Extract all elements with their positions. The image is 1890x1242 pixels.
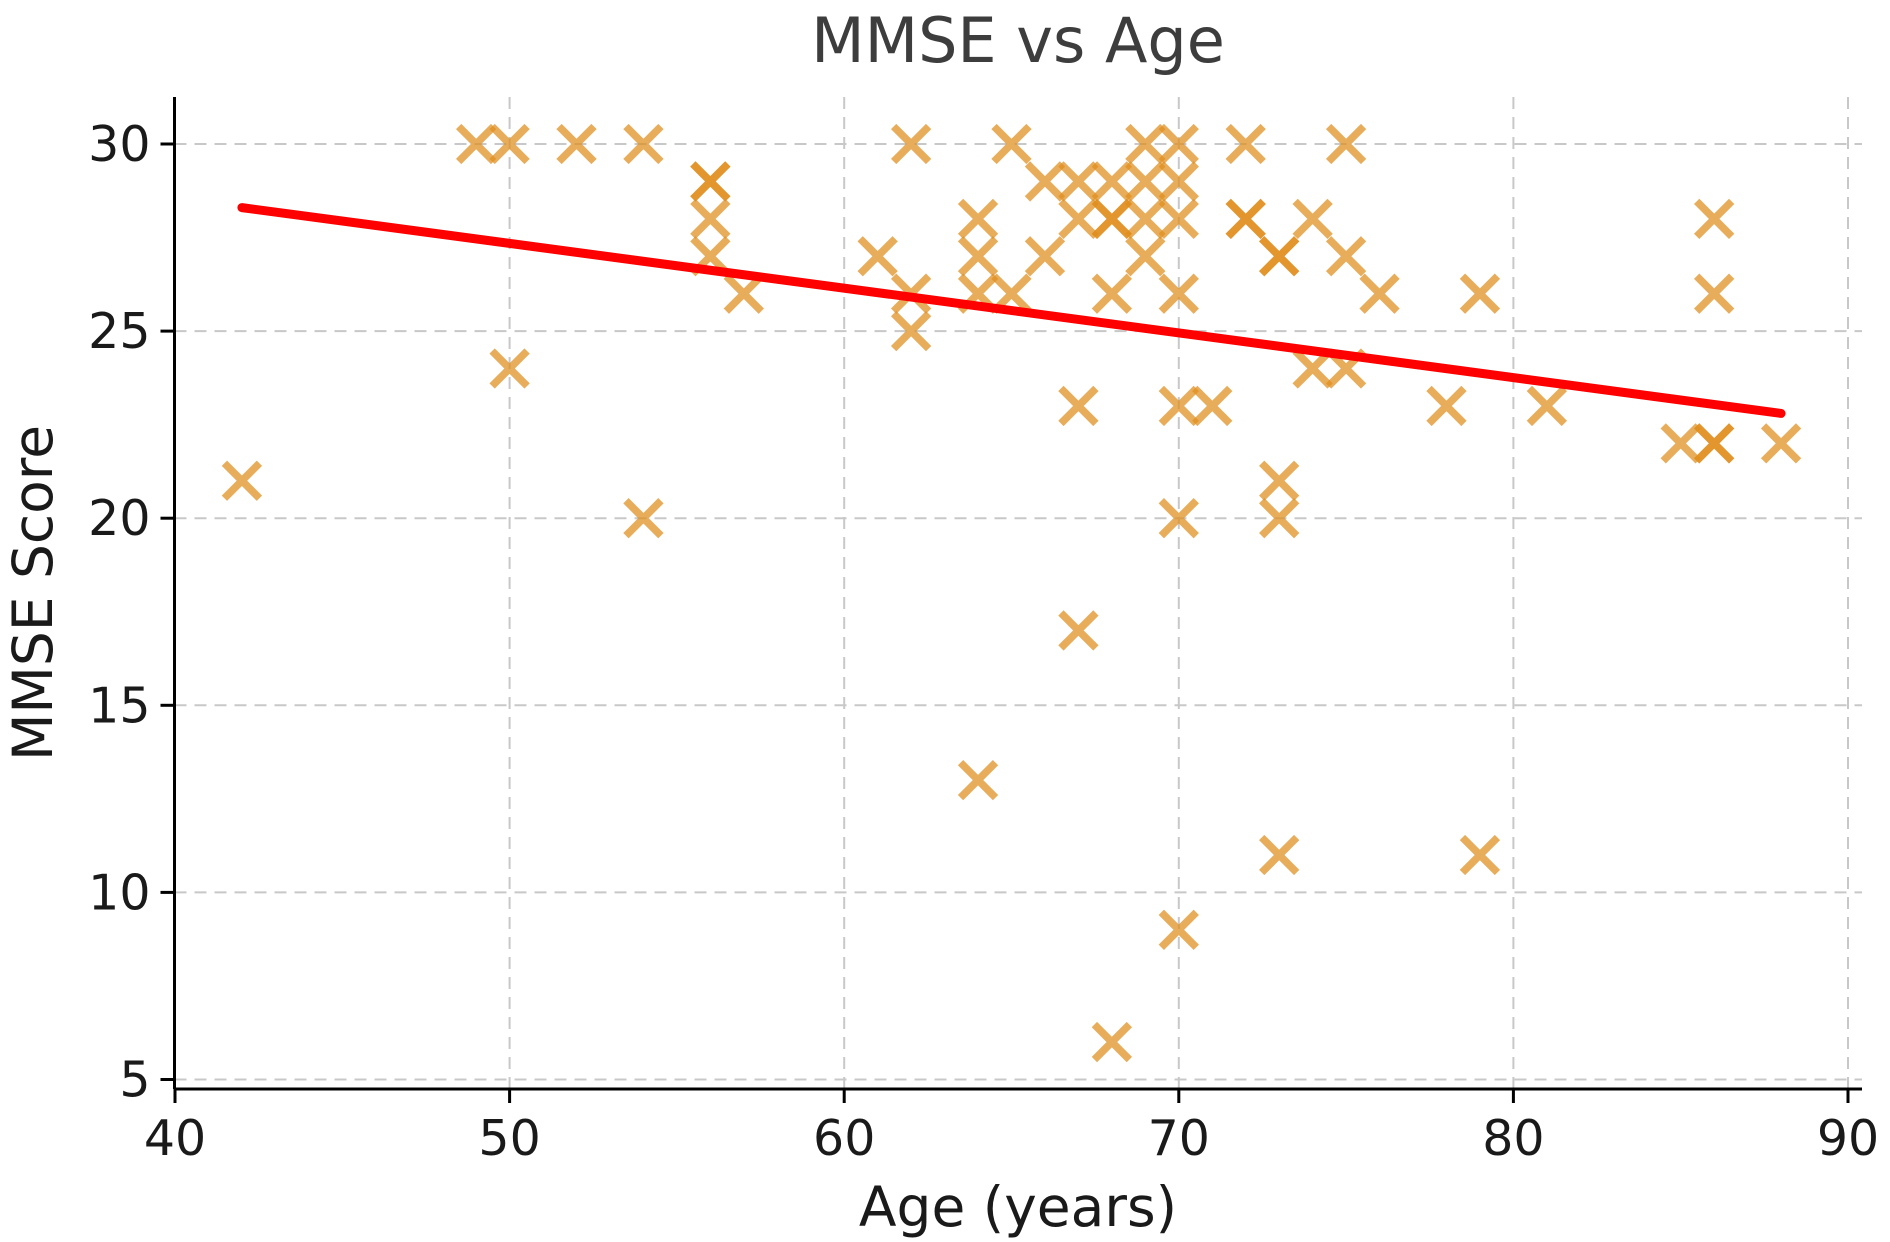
x-axis-label: Age (years) bbox=[859, 1175, 1177, 1239]
data-point-marker bbox=[1091, 273, 1133, 314]
data-point-marker bbox=[1158, 498, 1199, 539]
data-point-marker bbox=[1024, 236, 1066, 277]
data-point-marker bbox=[1125, 161, 1166, 202]
data-point-marker bbox=[1259, 498, 1300, 539]
data-point-marker bbox=[623, 123, 664, 165]
data-point-marker bbox=[1426, 385, 1467, 427]
data-point-marker bbox=[1058, 385, 1099, 427]
data-point-marker bbox=[221, 460, 263, 501]
x-tick-label: 40 bbox=[144, 1110, 206, 1167]
data-point-marker bbox=[957, 198, 999, 239]
data-point-marker bbox=[1526, 385, 1568, 427]
data-point-marker bbox=[1694, 423, 1735, 464]
data-point-marker bbox=[1325, 123, 1367, 165]
axis-ticks bbox=[160, 142, 1850, 1103]
data-point-marker bbox=[1125, 236, 1166, 277]
y-tick-label: 15 bbox=[88, 677, 150, 734]
data-point-marker bbox=[957, 759, 999, 801]
x-tick-label: 90 bbox=[1817, 1110, 1879, 1167]
regression-line bbox=[237, 203, 1786, 418]
x-tick-label: 80 bbox=[1482, 1110, 1544, 1167]
x-tick-label: 70 bbox=[1148, 1110, 1210, 1167]
y-tick-label: 10 bbox=[88, 864, 150, 921]
data-point-marker bbox=[1024, 161, 1066, 202]
y-axis-label: MMSE Score bbox=[1, 425, 65, 761]
data-point-marker bbox=[1359, 273, 1400, 314]
data-point-marker bbox=[1091, 198, 1133, 239]
data-point-marker bbox=[1459, 834, 1501, 876]
data-point-marker bbox=[489, 348, 530, 389]
data-point-marker bbox=[1292, 198, 1333, 239]
axes-spines bbox=[173, 97, 1862, 1091]
data-point-marker bbox=[1091, 1021, 1133, 1063]
data-point-marker bbox=[1259, 460, 1300, 501]
y-tick-label: 5 bbox=[119, 1052, 150, 1109]
data-point-marker bbox=[957, 236, 999, 277]
y-tick-label: 20 bbox=[88, 490, 150, 547]
data-point-marker bbox=[1158, 273, 1199, 314]
data-point-marker bbox=[1760, 423, 1802, 464]
data-point-marker bbox=[1225, 198, 1266, 239]
data-point-marker bbox=[1459, 273, 1501, 314]
gridlines bbox=[174, 97, 1862, 1089]
data-point-marker bbox=[1125, 123, 1166, 165]
trend-line bbox=[237, 203, 1786, 418]
data-point-marker bbox=[1259, 834, 1300, 876]
data-point-marker bbox=[690, 161, 731, 202]
data-point-marker bbox=[1325, 236, 1367, 277]
data-point-marker bbox=[1158, 123, 1199, 165]
data-point-marker bbox=[1259, 236, 1300, 277]
data-point-marker bbox=[556, 123, 597, 165]
data-point-marker bbox=[455, 123, 497, 165]
data-point-marker bbox=[1158, 909, 1199, 950]
data-point-marker bbox=[1125, 198, 1166, 239]
data-point-marker bbox=[690, 198, 731, 239]
data-point-marker bbox=[723, 273, 764, 314]
scatter-markers bbox=[221, 123, 1802, 1063]
data-point-marker bbox=[890, 123, 932, 165]
data-point-marker bbox=[1058, 198, 1099, 239]
data-point-marker bbox=[890, 310, 932, 352]
data-point-marker bbox=[1192, 385, 1233, 427]
chart-title: MMSE vs Age bbox=[811, 4, 1225, 77]
data-point-marker bbox=[1158, 161, 1199, 202]
data-point-marker bbox=[1225, 123, 1266, 165]
data-point-marker bbox=[623, 498, 664, 539]
data-point-marker bbox=[1091, 161, 1133, 202]
data-point-marker bbox=[857, 236, 898, 277]
data-point-marker bbox=[1660, 423, 1701, 464]
data-point-marker bbox=[991, 123, 1032, 165]
data-point-marker bbox=[1158, 385, 1199, 427]
data-point-marker bbox=[1058, 610, 1099, 651]
x-tick-label: 60 bbox=[813, 1110, 875, 1167]
data-point-marker bbox=[489, 123, 530, 165]
data-point-marker bbox=[1694, 198, 1735, 239]
data-point-marker bbox=[1058, 161, 1099, 202]
tick-labels: 40 50 60 70 80 90 5 10 15 20 25 30 bbox=[88, 116, 1879, 1167]
data-point-marker bbox=[1694, 273, 1735, 314]
y-tick-label: 25 bbox=[88, 303, 150, 360]
x-tick-label: 50 bbox=[478, 1110, 540, 1167]
y-tick-label: 30 bbox=[88, 116, 150, 173]
data-point-marker bbox=[1158, 198, 1199, 239]
